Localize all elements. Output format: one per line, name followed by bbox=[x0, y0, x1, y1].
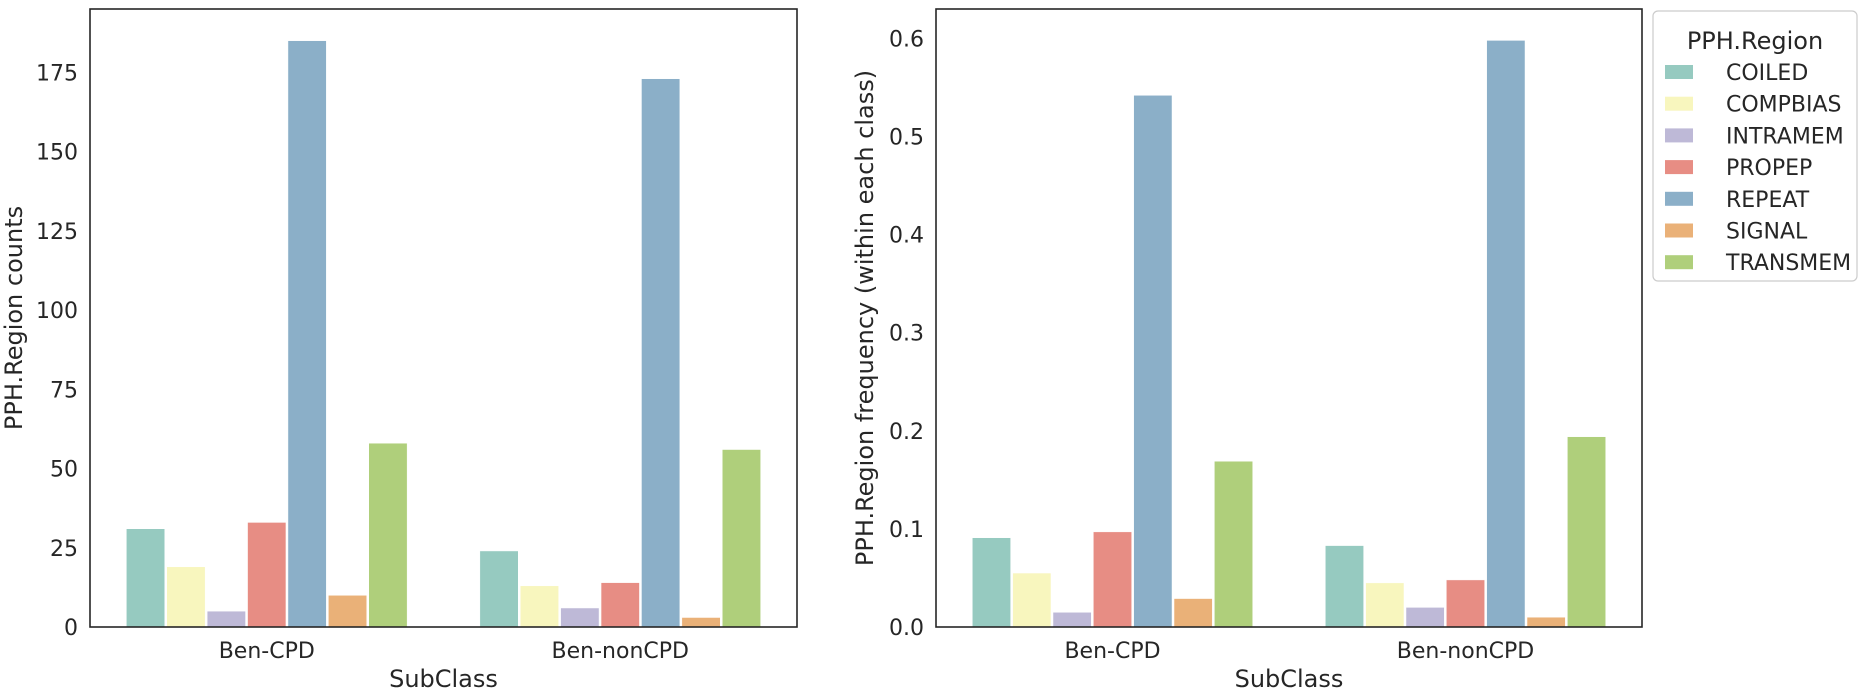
bar-transmem-ben-cpd bbox=[368, 442, 408, 628]
legend-label-compbias: COMPBIAS bbox=[1726, 93, 1842, 118]
bar-intramem-ben-noncpd bbox=[560, 607, 600, 628]
y-tick-label: 125 bbox=[36, 220, 78, 245]
x-tick-label: Ben-CPD bbox=[219, 639, 315, 664]
legend-swatch-repeat bbox=[1665, 191, 1693, 206]
x-tick-label: Ben-CPD bbox=[1064, 639, 1160, 664]
legend: PPH.Region COILED COMPBIAS INTRAMEM PROPEP RE… bbox=[1652, 10, 1858, 282]
bar-repeat-ben-cpd bbox=[287, 40, 327, 628]
x-tick-label: Ben-nonCPD bbox=[552, 639, 689, 664]
bar-signal-ben-noncpd bbox=[1526, 616, 1566, 628]
y-tick-label: 25 bbox=[50, 537, 78, 562]
x-axis-label: SubClass bbox=[1235, 665, 1344, 693]
bar-signal-ben-cpd bbox=[328, 595, 368, 628]
bar-coiled-ben-noncpd bbox=[479, 550, 519, 628]
legend-swatch-intramem bbox=[1665, 128, 1693, 143]
axes-frame bbox=[89, 8, 798, 628]
bar-propep-ben-noncpd bbox=[1446, 579, 1485, 628]
legend-swatch-compbias bbox=[1665, 96, 1693, 111]
legend-label-transmem: TRANSMEM bbox=[1725, 251, 1851, 276]
y-tick-label: 0.6 bbox=[889, 27, 924, 52]
bar-transmem-ben-noncpd bbox=[722, 449, 761, 628]
axes-frame bbox=[935, 8, 1643, 628]
bar-propep-ben-cpd bbox=[1093, 531, 1132, 628]
y-tick-label: 100 bbox=[36, 299, 78, 324]
legend-swatch-signal bbox=[1665, 223, 1693, 238]
y-tick-label: 0.3 bbox=[889, 322, 924, 347]
bar-coiled-ben-noncpd bbox=[1325, 545, 1364, 628]
bar-intramem-ben-cpd bbox=[1052, 612, 1092, 628]
y-tick-label: 175 bbox=[36, 61, 78, 86]
y-tick-label: 0 bbox=[64, 616, 78, 641]
bar-intramem-ben-cpd bbox=[206, 610, 246, 628]
bar-coiled-ben-cpd bbox=[126, 528, 165, 628]
bar-intramem-ben-noncpd bbox=[1405, 607, 1445, 628]
x-tick-label: Ben-nonCPD bbox=[1397, 639, 1534, 664]
legend-label-coiled: COILED bbox=[1726, 61, 1808, 86]
legend-swatch-propep bbox=[1665, 160, 1693, 175]
legend-label-intramem: INTRAMEM bbox=[1726, 124, 1844, 149]
bar-repeat-ben-cpd bbox=[1133, 95, 1173, 628]
legend-box bbox=[1652, 10, 1858, 282]
bar-propep-ben-cpd bbox=[247, 522, 287, 628]
y-tick-label: 0.1 bbox=[889, 518, 924, 543]
y-tick-label: 0.0 bbox=[889, 616, 924, 641]
bar-coiled-ben-cpd bbox=[972, 537, 1011, 628]
bar-compbias-ben-cpd bbox=[1012, 572, 1052, 628]
bar-repeat-ben-noncpd bbox=[1486, 40, 1526, 628]
y-axis-label: PPH.Region counts bbox=[0, 206, 28, 430]
y-tick-label: 0.4 bbox=[889, 224, 924, 249]
y-tick-label: 75 bbox=[50, 378, 78, 403]
legend-label-signal: SIGNAL bbox=[1726, 220, 1808, 245]
y-tick-label: 0.2 bbox=[889, 420, 924, 445]
bar-compbias-ben-noncpd bbox=[520, 585, 559, 628]
bar-propep-ben-noncpd bbox=[600, 582, 640, 628]
bar-signal-ben-noncpd bbox=[681, 617, 721, 628]
y-tick-label: 0.5 bbox=[889, 126, 924, 151]
x-axis-label: SubClass bbox=[389, 665, 498, 693]
legend-label-propep: PROPEP bbox=[1726, 156, 1812, 181]
bar-signal-ben-cpd bbox=[1173, 598, 1213, 628]
counts-plot: 0 25 50 75 100 125 150 175 Ben-CPD Ben-nonCPD SubC… bbox=[0, 8, 798, 693]
legend-swatch-coiled bbox=[1665, 65, 1693, 79]
y-tick-label: 50 bbox=[50, 458, 78, 483]
bar-transmem-ben-cpd bbox=[1214, 460, 1253, 628]
bar-compbias-ben-noncpd bbox=[1365, 582, 1405, 628]
y-tick-label: 150 bbox=[36, 141, 78, 166]
legend-label-repeat: REPEAT bbox=[1726, 188, 1810, 213]
bar-repeat-ben-noncpd bbox=[641, 78, 681, 628]
bar-compbias-ben-cpd bbox=[166, 566, 206, 628]
legend-title: PPH.Region bbox=[1687, 27, 1823, 55]
y-axis-label: PPH.Region frequency (within each class) bbox=[851, 70, 879, 566]
legend-swatch-transmem bbox=[1665, 255, 1693, 270]
bar-transmem-ben-noncpd bbox=[1567, 436, 1606, 628]
frequency-plot: 0.0 0.1 0.2 0.3 0.4 0.5 0.6 Ben-CPD Ben-nonCPD Su… bbox=[851, 8, 1643, 693]
